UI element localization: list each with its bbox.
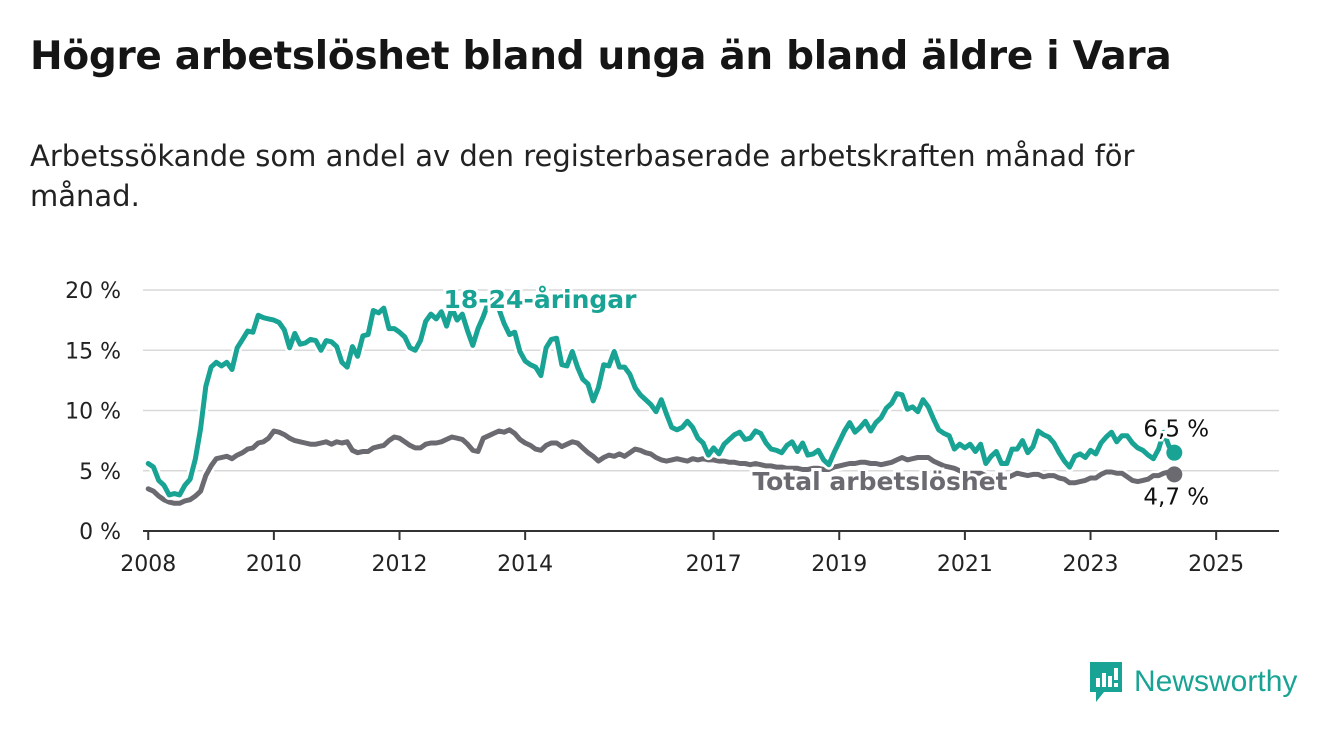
y-tick-label: 0 % [79,520,121,545]
series-labels: 18-24-åringar Total arbetslöshet 6,5 % 4,7 … [441,282,1212,513]
y-tick-label: 20 % [65,279,121,304]
total-series-label: Total arbetslöshet [752,467,1007,496]
x-axis: 2008 2010 2012 2014 2017 2019 2021 2023 2025 [120,530,1279,577]
x-tick-label: 2023 [1063,552,1119,577]
y-tick-label: 10 % [65,400,121,425]
x-tick-label: 2025 [1188,552,1244,577]
youth-endpoint [1166,444,1183,461]
newsworthy-brand: Newsworthy [1088,660,1297,704]
total-line [145,427,1177,506]
x-tick-label: 2012 [372,552,428,577]
y-tick-label: 15 % [65,339,121,364]
chart-subtitle: Arbetssökande som andel av den registerb… [30,139,1135,213]
total-end-label: 4,7 % [1143,484,1209,510]
brand-name: Newsworthy [1134,665,1298,698]
chart-title: Högre arbetslöshet bland unga än bland ä… [30,34,1172,79]
y-tick-label: 5 % [79,460,121,485]
youth-series-label: 18-24-åringar [444,285,638,314]
x-tick-label: 2021 [937,552,993,577]
gridlines [143,289,1279,472]
y-axis-labels: 0 % 5 % 10 % 15 % 20 % [65,279,121,545]
x-tick-label: 2008 [120,552,176,577]
total-endpoint [1166,466,1183,483]
newsworthy-logo-icon [1090,662,1122,702]
youth-line [145,297,1177,498]
x-tick-label: 2017 [686,552,742,577]
youth-end-label: 6,5 % [1143,417,1209,443]
x-tick-label: 2014 [497,552,553,577]
x-tick-label: 2010 [246,552,302,577]
series-lines [145,294,1183,509]
x-tick-label: 2019 [811,552,867,577]
